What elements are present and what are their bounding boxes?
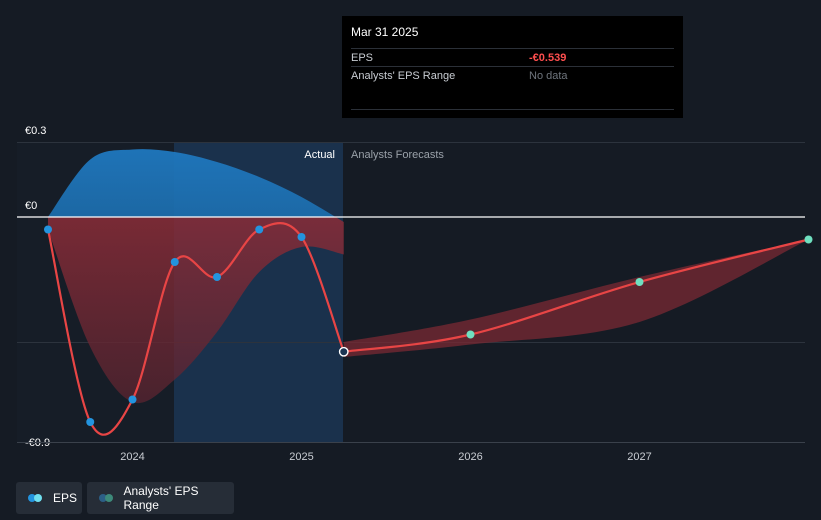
range-band-actual-negative [48,217,344,404]
y-tick-label: €0.3 [25,125,46,137]
eps-point-forecast [466,330,475,339]
actual-label: Actual [304,149,335,161]
eps-points[interactable] [44,225,813,427]
x-tick-label: 2025 [289,451,313,463]
eps-point-actual [297,233,306,241]
eps-point-actual [44,225,52,234]
eps-point-actual [128,395,137,404]
eps-point-forecast [635,278,644,286]
legend-eps-label: EPS [53,491,78,505]
x-tick-label: 2026 [458,451,482,463]
eps-point-actual [213,273,221,281]
eps-line-forecast [342,238,810,353]
range-band-actual-positive [48,149,336,217]
analysts-eps-range [48,149,809,404]
y-tick-label: €0 [25,200,37,212]
legend-range-label: Analysts' EPS Range [123,484,199,512]
tooltip-range-value: No data [529,70,568,82]
eps-legend-icon [28,493,46,503]
legend-eps[interactable]: EPS [16,482,82,514]
range-legend-icon [99,493,117,503]
tooltip-eps-label: EPS [351,52,374,64]
tooltip-eps-value: -€0.539 [529,52,567,64]
x-tick-label: 2024 [120,451,144,463]
forecasts-label: Analysts Forecasts [351,149,444,161]
eps-point-actual [86,418,95,426]
x-tick-label: 2027 [627,451,651,463]
tooltip-divider [351,109,674,110]
tooltip-range-row: Analysts' EPS Range No data [351,66,674,85]
eps-point-actual [255,225,264,234]
eps-point-highlighted [338,346,349,357]
eps-point-actual [170,258,179,266]
legend-range[interactable]: Analysts' EPS Range [87,482,234,514]
x-axis: 2024 2025 2026 2027 [17,442,805,463]
eps-point-forecast [804,235,813,244]
tooltip-range-label: Analysts' EPS Range [351,70,456,82]
tooltip-date: Mar 31 2025 [351,25,419,39]
hover-tooltip: Mar 31 2025 EPS -€0.539 Analysts' EPS Ra… [342,16,683,118]
tooltip-eps-row: EPS -€0.539 [351,48,674,67]
